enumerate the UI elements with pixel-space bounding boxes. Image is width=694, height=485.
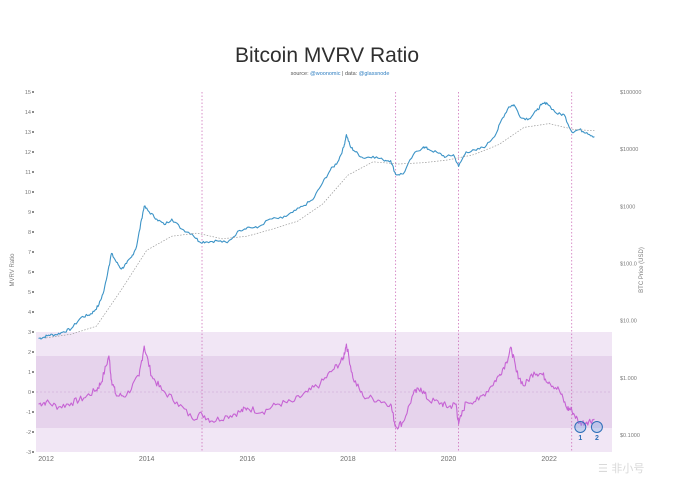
left-tick-mark (32, 351, 34, 353)
left-tick-label: 3 (28, 330, 31, 336)
left-tick-label: 6 (28, 270, 31, 276)
annotation-label: 2 (595, 435, 599, 442)
left-tick-label: 13 (25, 130, 31, 136)
btc-price-line (38, 101, 595, 340)
left-tick-mark (32, 231, 34, 233)
left-tick-label: 5 (28, 290, 31, 296)
left-tick-label: 14 (25, 110, 31, 116)
chart-title: Bitcoin MVRV Ratio (235, 44, 419, 67)
left-tick-mark (32, 391, 34, 393)
x-tick-label: 2022 (541, 456, 557, 463)
annotation-label: 1 (578, 435, 582, 442)
left-tick-label: 1 (28, 370, 31, 376)
cycle-lines (201, 92, 573, 452)
left-tick-mark (32, 331, 34, 333)
right-tick-label: $0.1000 (620, 433, 640, 439)
left-tick-mark (32, 251, 34, 253)
y-axis-label-right: BTC Price (USD) (639, 247, 645, 293)
mvrv-line (38, 343, 595, 430)
source-link[interactable]: @woonomic (310, 71, 341, 77)
left-tick-mark (32, 171, 34, 173)
left-tick-mark (32, 91, 34, 93)
left-tick-label: 11 (25, 170, 31, 176)
left-tick-mark (32, 191, 34, 193)
left-tick-mark (32, 131, 34, 133)
right-tick-label: $1.000 (620, 376, 637, 382)
x-tick-label: 2020 (441, 456, 457, 463)
x-tick-label: 2014 (139, 456, 155, 463)
x-tick-label: 2012 (38, 456, 54, 463)
left-tick-label: 12 (25, 150, 31, 156)
left-tick-label: 15 (25, 90, 31, 96)
y-axis-label-left: MVRV Ratio (10, 253, 16, 287)
series-group (38, 101, 595, 430)
annotation-circle (590, 421, 603, 433)
left-tick-mark (32, 151, 34, 153)
data-label: | data: (342, 71, 358, 77)
right-tick-label: $100000 (620, 90, 641, 96)
left-tick-label: 10 (25, 190, 31, 196)
left-tick-label: 0 (28, 390, 31, 396)
chart-subtitle: source: @woonomic | data: @glassnode (291, 71, 390, 77)
right-tick-label: $1000 (620, 204, 635, 210)
realized-price-line (46, 123, 595, 339)
data-link[interactable]: @glassnode (359, 71, 390, 77)
source-label: source: (291, 71, 310, 77)
watermark: ☰ 非小号 (598, 462, 644, 475)
x-axis: 2012 2014 2016 2018 2020 2022 (38, 456, 557, 463)
left-tick-mark (32, 451, 34, 453)
right-tick-label: $10.00 (620, 319, 637, 325)
left-tick-mark (32, 211, 34, 213)
left-tick-label: -2 (26, 430, 31, 436)
right-tick-label: $100.0 (620, 262, 637, 268)
left-tick-label: 8 (28, 230, 31, 236)
left-tick-mark (32, 291, 34, 293)
left-tick-label: 2 (28, 350, 31, 356)
left-tick-label: 4 (28, 310, 31, 316)
left-tick-label: 7 (28, 250, 31, 256)
left-tick-mark (32, 371, 34, 373)
right-axis: $100000 $10000 $1000 $100.0 $10.00 $1.000 $0.1… (620, 90, 641, 439)
left-tick-mark (32, 111, 34, 113)
annotation-circle (574, 421, 587, 433)
left-tick-label: 9 (28, 210, 31, 216)
left-tick-mark (32, 431, 34, 433)
right-tick-label: $10000 (620, 147, 638, 153)
x-tick-label: 2016 (239, 456, 255, 463)
left-tick-label: -3 (26, 450, 31, 456)
left-tick-label: -1 (26, 410, 31, 416)
x-tick-label: 2018 (340, 456, 356, 463)
left-tick-mark (32, 311, 34, 313)
left-tick-mark (32, 411, 34, 413)
left-tick-mark (32, 271, 34, 273)
